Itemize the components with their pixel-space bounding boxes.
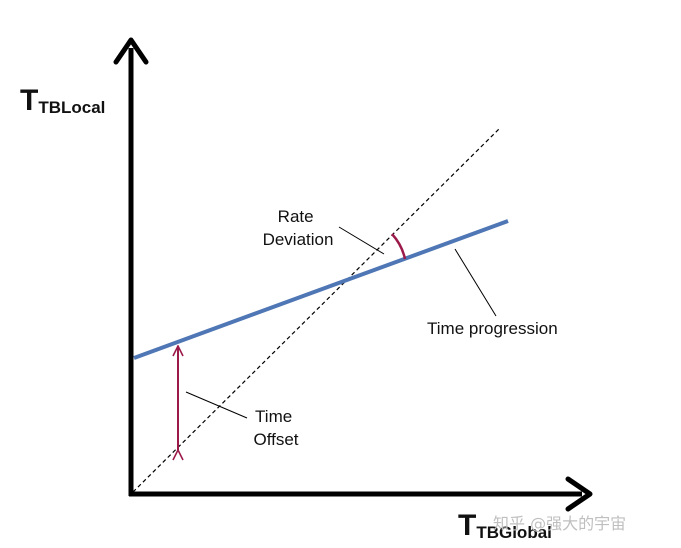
time-progression-leader [454,248,497,317]
time-progression-line [133,219,509,360]
y-axis-arrowhead [113,37,149,65]
time-progression-label: Time progression [427,319,558,338]
rate-deviation-arc [391,233,407,260]
rate-deviation-leader [338,226,385,255]
reference-dashed-line [132,127,501,493]
x-axis-label: TTBGlobal [458,509,552,542]
time-offset-leader [185,391,248,419]
watermark: 知乎 @强大的宇宙 [493,514,626,533]
time-offset-label: Time Offset [253,407,298,449]
rate-deviation-label: Rate Deviation [263,207,334,249]
x-axis-arrowhead [565,476,593,512]
y-axis-label: TTBLocal [20,84,105,117]
